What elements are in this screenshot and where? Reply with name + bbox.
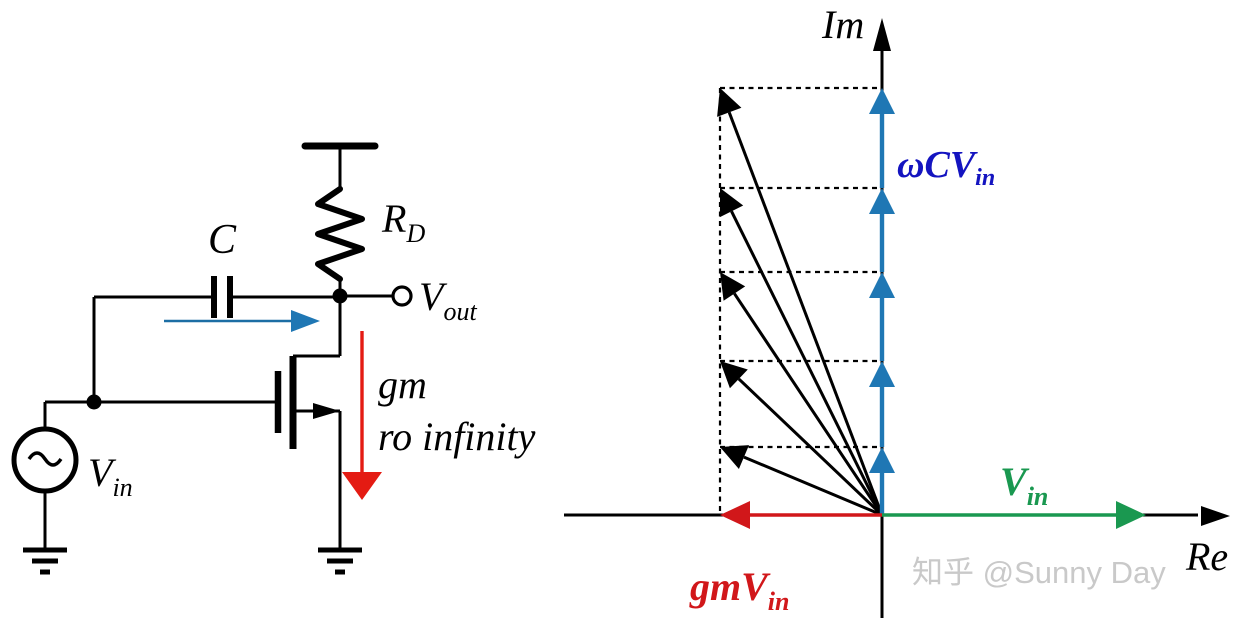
- svg-text:C: C: [208, 217, 237, 263]
- svg-text:gm: gm: [378, 362, 427, 407]
- svg-text:Im: Im: [821, 2, 864, 47]
- svg-text:Re: Re: [1185, 534, 1228, 579]
- svg-text:知乎 @Sunny Day: 知乎 @Sunny Day: [912, 555, 1166, 590]
- svg-text:ro infinity: ro infinity: [378, 414, 536, 459]
